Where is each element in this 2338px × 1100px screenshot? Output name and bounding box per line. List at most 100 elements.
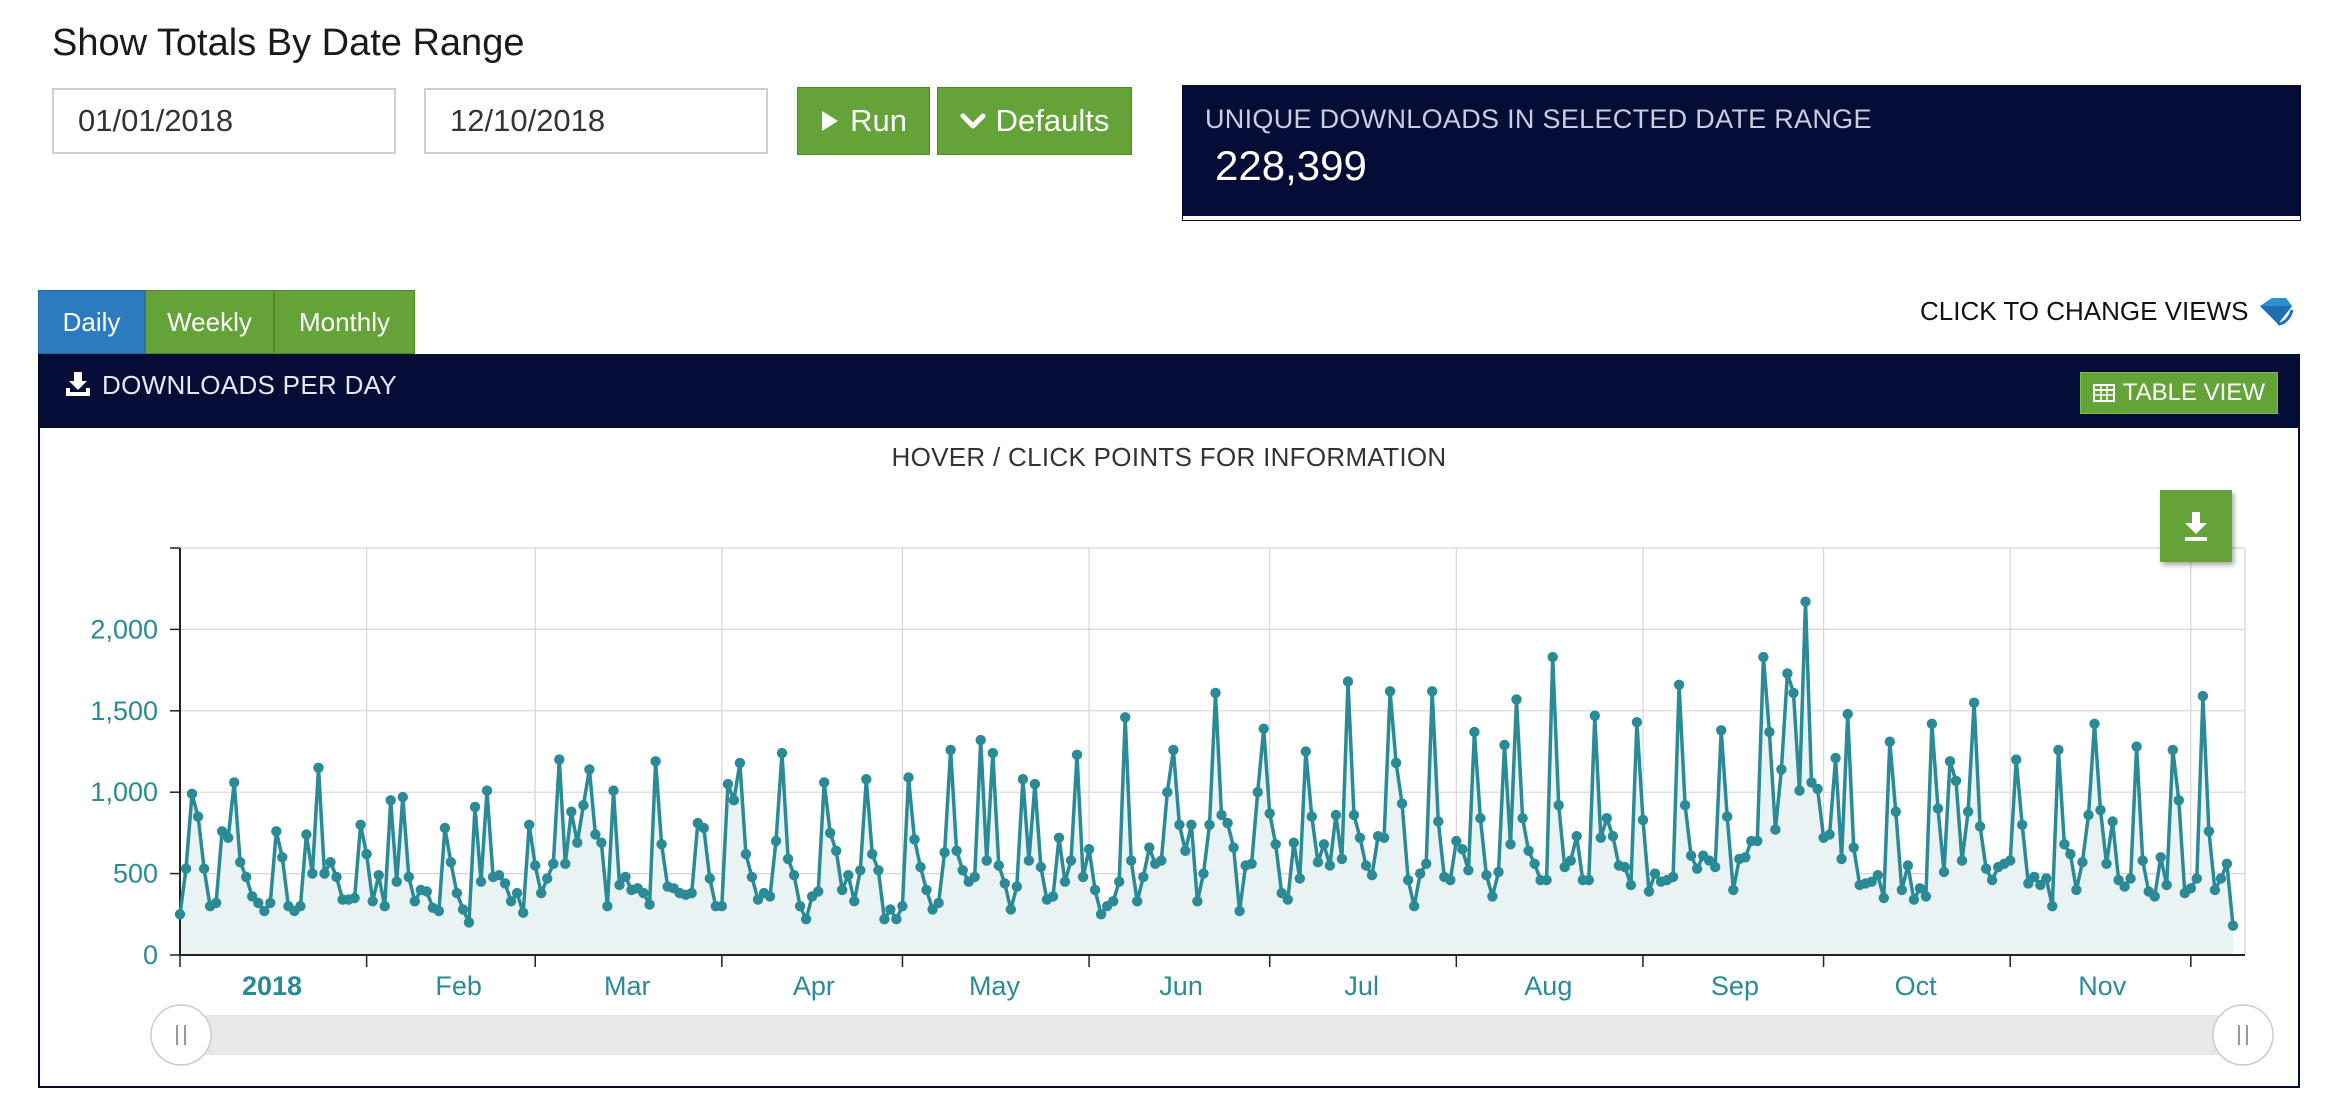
data-point[interactable] bbox=[879, 914, 890, 925]
data-point[interactable] bbox=[993, 860, 1004, 871]
data-point[interactable] bbox=[897, 901, 908, 912]
data-point[interactable] bbox=[1294, 873, 1306, 884]
data-point[interactable] bbox=[1029, 778, 1041, 790]
data-point[interactable] bbox=[698, 822, 709, 834]
data-point[interactable] bbox=[849, 896, 860, 907]
data-point[interactable] bbox=[307, 868, 318, 879]
data-point[interactable] bbox=[951, 845, 962, 856]
data-point[interactable] bbox=[602, 901, 613, 912]
data-point[interactable] bbox=[1595, 832, 1607, 843]
data-point[interactable] bbox=[223, 832, 234, 843]
data-point[interactable] bbox=[740, 848, 752, 860]
data-point[interactable] bbox=[1288, 837, 1300, 848]
data-point[interactable] bbox=[1487, 891, 1498, 902]
data-point[interactable] bbox=[831, 845, 842, 856]
data-point[interactable] bbox=[1481, 870, 1492, 881]
data-point[interactable] bbox=[493, 870, 505, 881]
data-point[interactable] bbox=[1005, 904, 1016, 915]
data-point[interactable] bbox=[1210, 687, 1221, 699]
data-point[interactable] bbox=[1511, 694, 1522, 705]
data-point[interactable] bbox=[1493, 866, 1504, 878]
data-point[interactable] bbox=[1499, 739, 1510, 751]
data-point[interactable] bbox=[957, 865, 968, 876]
data-point[interactable] bbox=[2221, 858, 2233, 869]
data-point[interactable] bbox=[813, 886, 824, 897]
data-point[interactable] bbox=[1758, 651, 1769, 663]
data-point[interactable] bbox=[403, 871, 414, 883]
data-point[interactable] bbox=[1842, 708, 1853, 720]
data-point[interactable] bbox=[644, 899, 655, 910]
data-point[interactable] bbox=[1649, 868, 1661, 879]
data-point[interactable] bbox=[1270, 839, 1281, 850]
data-point[interactable] bbox=[391, 876, 402, 887]
data-point[interactable] bbox=[1619, 861, 1631, 873]
data-point[interactable] bbox=[1607, 831, 1619, 842]
data-point[interactable] bbox=[1204, 819, 1215, 830]
data-point[interactable] bbox=[1800, 596, 1811, 607]
data-point[interactable] bbox=[542, 873, 553, 884]
data-point[interactable] bbox=[867, 848, 878, 860]
data-point[interactable] bbox=[1523, 845, 1534, 856]
data-point[interactable] bbox=[969, 871, 980, 883]
data-point[interactable] bbox=[349, 892, 360, 904]
data-point[interactable] bbox=[277, 852, 288, 863]
data-point[interactable] bbox=[837, 884, 848, 896]
data-point[interactable] bbox=[1583, 874, 1595, 886]
data-point[interactable] bbox=[2083, 809, 2094, 821]
data-point[interactable] bbox=[1071, 749, 1083, 760]
data-point[interactable] bbox=[421, 886, 432, 897]
data-point[interactable] bbox=[331, 871, 342, 883]
data-point[interactable] bbox=[554, 754, 565, 765]
data-point[interactable] bbox=[1089, 884, 1101, 896]
data-point[interactable] bbox=[2077, 857, 2088, 868]
data-point[interactable] bbox=[192, 811, 204, 822]
data-point[interactable] bbox=[1246, 858, 1257, 869]
data-point[interactable] bbox=[1667, 871, 1679, 883]
data-point[interactable] bbox=[1047, 891, 1059, 902]
data-point[interactable] bbox=[975, 734, 986, 746]
data-point[interactable] bbox=[987, 747, 998, 759]
data-point[interactable] bbox=[2029, 871, 2040, 883]
data-point[interactable] bbox=[301, 829, 312, 840]
data-point[interactable] bbox=[1138, 871, 1149, 883]
data-point[interactable] bbox=[367, 896, 378, 907]
data-point[interactable] bbox=[2185, 883, 2196, 894]
data-point[interactable] bbox=[1631, 717, 1643, 728]
data-point[interactable] bbox=[2053, 744, 2064, 756]
data-point[interactable] bbox=[1716, 725, 1727, 736]
data-point[interactable] bbox=[578, 800, 589, 811]
data-point[interactable] bbox=[1132, 896, 1143, 907]
data-point[interactable] bbox=[1366, 870, 1378, 881]
data-point[interactable] bbox=[861, 774, 872, 785]
data-point[interactable] bbox=[1216, 809, 1227, 821]
data-point[interactable] bbox=[572, 837, 583, 848]
data-point[interactable] bbox=[2131, 741, 2142, 752]
data-point[interactable] bbox=[686, 887, 697, 899]
data-point[interactable] bbox=[536, 887, 547, 899]
data-point[interactable] bbox=[2017, 819, 2028, 830]
data-point[interactable] bbox=[247, 891, 258, 902]
data-point[interactable] bbox=[1156, 855, 1167, 866]
data-point[interactable] bbox=[1794, 785, 1805, 796]
data-point[interactable] bbox=[1023, 855, 1035, 866]
data-point[interactable] bbox=[560, 858, 571, 869]
data-point[interactable] bbox=[819, 777, 830, 788]
data-point[interactable] bbox=[241, 871, 252, 883]
data-point[interactable] bbox=[1282, 894, 1294, 905]
data-point[interactable] bbox=[1541, 874, 1552, 886]
data-point[interactable] bbox=[445, 857, 457, 868]
data-point[interactable] bbox=[933, 897, 944, 909]
data-point[interactable] bbox=[1433, 816, 1444, 827]
data-point[interactable] bbox=[1920, 891, 1932, 902]
data-point[interactable] bbox=[174, 909, 186, 920]
data-point[interactable] bbox=[1896, 884, 1908, 896]
data-point[interactable] bbox=[1824, 829, 1835, 840]
range-navigator[interactable] bbox=[150, 1004, 2274, 1066]
data-point[interactable] bbox=[1980, 863, 1992, 874]
data-point[interactable] bbox=[1264, 808, 1275, 819]
data-point[interactable] bbox=[1445, 874, 1456, 886]
data-point[interactable] bbox=[1475, 813, 1486, 824]
navigator-left-handle[interactable] bbox=[150, 1004, 212, 1066]
data-point[interactable] bbox=[451, 887, 463, 899]
data-point[interactable] bbox=[1938, 866, 1950, 878]
